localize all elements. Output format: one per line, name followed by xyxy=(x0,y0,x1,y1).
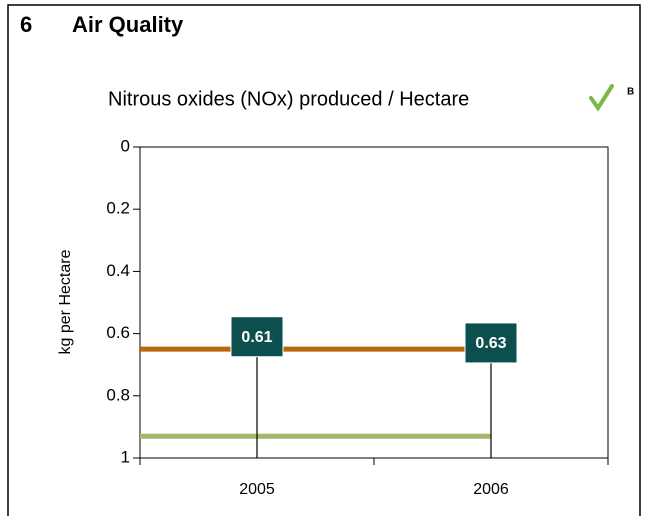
value-label: 0.63 xyxy=(475,335,506,352)
value-box xyxy=(230,316,284,358)
value-label: 0.61 xyxy=(241,329,272,346)
chart-title: Nitrous oxides (NOx) produced / Hectare xyxy=(108,88,469,110)
x-tick-label: 2006 xyxy=(473,481,509,498)
y-tick-label: 0.4 xyxy=(106,261,130,280)
y-tick-label: 0.6 xyxy=(106,323,130,342)
section-title: Air Quality xyxy=(72,12,184,37)
value-box xyxy=(464,322,518,364)
plot-area xyxy=(139,146,609,459)
y-tick-label: 0.2 xyxy=(106,199,130,218)
y-tick-label: 1 xyxy=(121,447,130,466)
x-tick-label: 2005 xyxy=(239,481,275,498)
title-note: B xyxy=(627,87,634,98)
y-axis-label: kg per Hectare xyxy=(57,249,74,354)
frame xyxy=(7,4,641,516)
check-icon xyxy=(589,84,614,112)
y-tick-label: 0 xyxy=(121,136,130,155)
y-tick-label: 0.8 xyxy=(106,385,130,404)
section-number: 6 xyxy=(20,12,32,37)
